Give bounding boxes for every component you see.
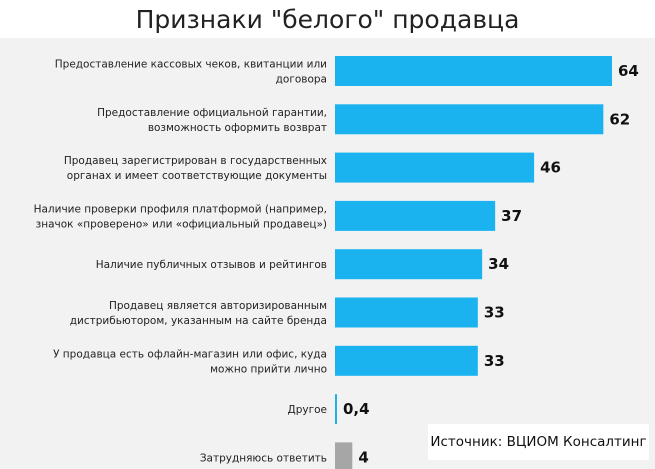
title-bar: Признаки "белого" продавца xyxy=(0,0,655,38)
category-label-8: Затрудняюсь ответить xyxy=(200,452,327,464)
bar-2 xyxy=(335,152,535,183)
value-label-0: 64 xyxy=(618,62,639,80)
category-label-5: Продавец является авторизированным дистри… xyxy=(70,300,327,327)
category-label-2: Продавец зарегистрирован в государственн… xyxy=(64,155,327,182)
bar-3 xyxy=(335,200,496,231)
value-label-4: 34 xyxy=(488,255,509,273)
category-label-3: Наличие проверки профиля платформой (нап… xyxy=(34,203,327,230)
chart-title: Признаки "белого" продавца xyxy=(135,4,520,34)
bar-1 xyxy=(335,104,604,135)
value-label-7: 0,4 xyxy=(343,400,370,418)
value-label-5: 33 xyxy=(484,304,505,322)
value-label-1: 62 xyxy=(609,110,630,128)
value-label-3: 37 xyxy=(501,207,522,225)
bar-4 xyxy=(335,249,483,280)
bar-0 xyxy=(335,56,612,86)
bar-7 xyxy=(335,394,337,425)
category-label-0: Предоставление кассовых чеков, квитанции… xyxy=(55,59,327,86)
category-label-1: Предоставление официальной гарантии, возм… xyxy=(97,107,327,134)
category-label-4: Наличие публичных отзывов и рейтингов xyxy=(96,259,327,271)
value-label-8: 4 xyxy=(358,448,368,466)
category-label-6: У продавца есть офлайн-магазин или офис,… xyxy=(53,348,327,375)
category-label-7: Другое xyxy=(288,404,327,416)
bar-8 xyxy=(335,442,353,469)
bar-6 xyxy=(335,345,478,376)
source-note: Источник: ВЦИОМ Консалтинг xyxy=(428,424,649,460)
bar-5 xyxy=(335,297,478,328)
value-label-6: 33 xyxy=(484,352,505,370)
value-label-2: 46 xyxy=(540,159,561,177)
